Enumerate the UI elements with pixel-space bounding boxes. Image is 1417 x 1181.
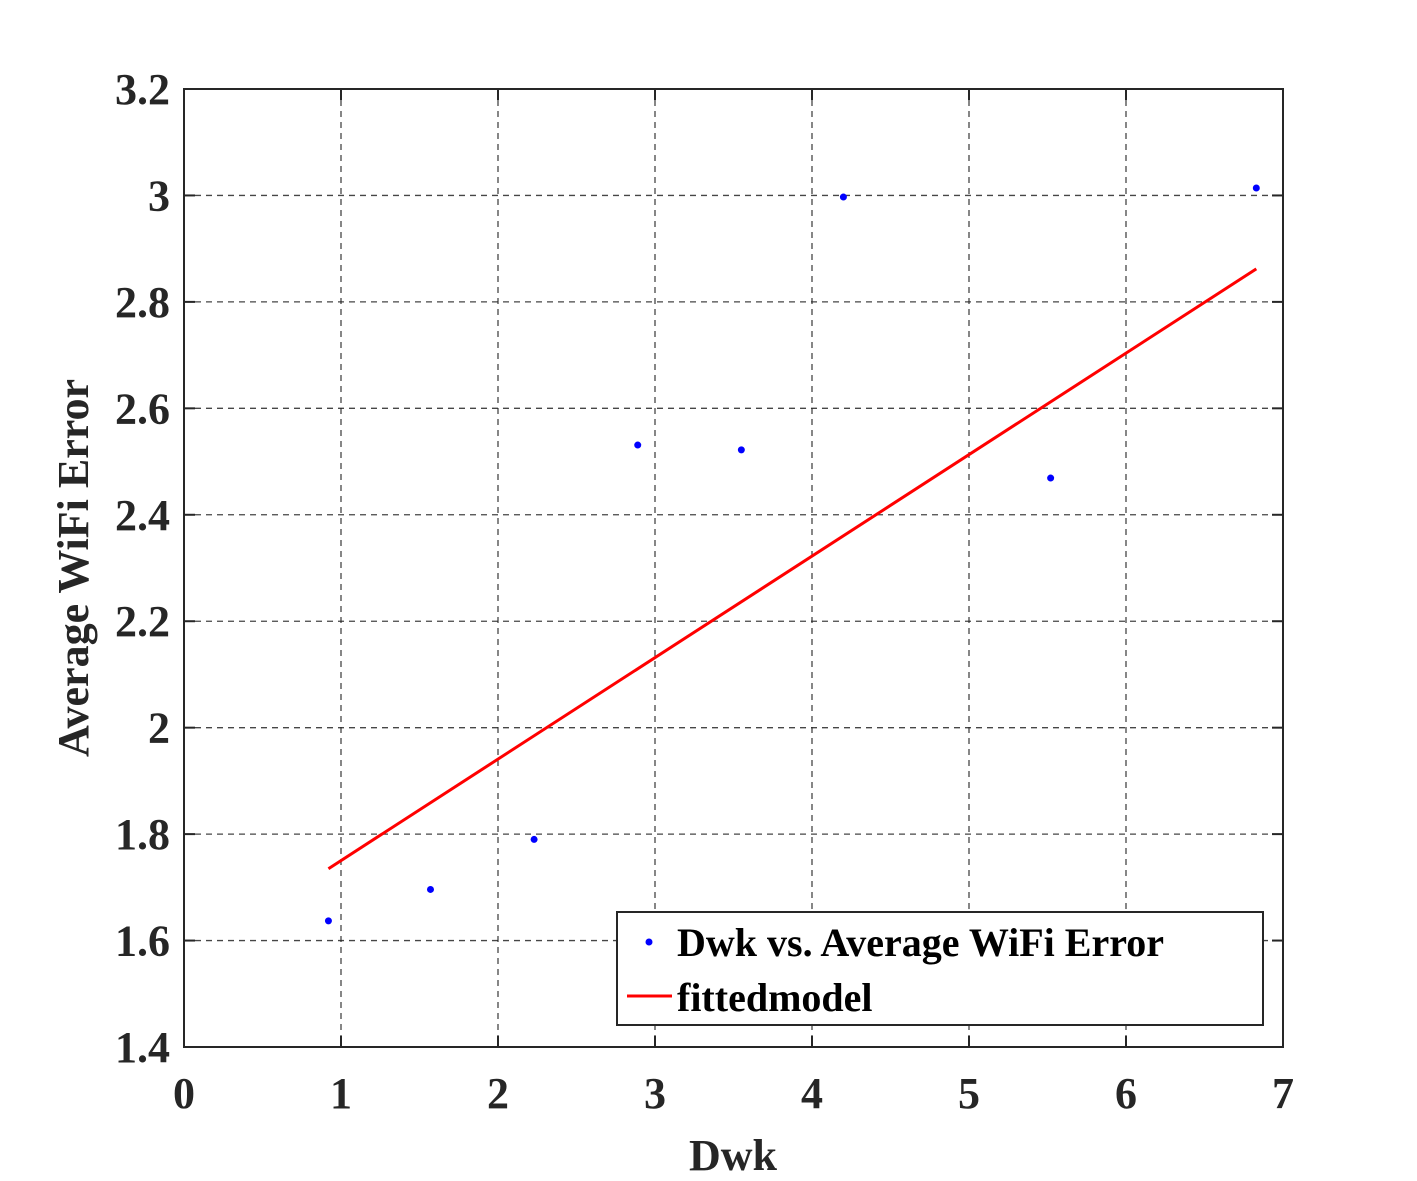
data-point xyxy=(1047,474,1055,482)
x-tick-label: 1 xyxy=(330,1069,352,1118)
data-point xyxy=(737,446,745,454)
x-axis-title: Dwk xyxy=(689,1131,778,1180)
y-tick-label: 3 xyxy=(148,171,170,220)
y-tick-label: 2 xyxy=(148,704,170,753)
legend-label-scatter: Dwk vs. Average WiFi Error xyxy=(677,920,1164,965)
y-tick-label: 2.8 xyxy=(115,278,170,327)
y-tick-label: 1.4 xyxy=(115,1023,170,1072)
legend-label-line: fittedmodel xyxy=(677,975,873,1020)
x-tick-label: 4 xyxy=(801,1069,823,1118)
y-tick-label: 1.8 xyxy=(115,810,170,859)
data-point xyxy=(634,441,642,449)
y-tick-label: 3.2 xyxy=(115,65,170,114)
grid xyxy=(184,89,1283,1047)
tick-marks xyxy=(183,88,1284,1048)
fitted-model-line xyxy=(327,267,1258,870)
plot-area xyxy=(183,88,1284,1048)
y-tick-label: 2.4 xyxy=(115,491,170,540)
legend-box xyxy=(616,911,1264,1026)
y-tick-label: 2.6 xyxy=(115,384,170,433)
fitted-model-series xyxy=(327,267,1258,870)
x-tick-label: 2 xyxy=(487,1069,509,1118)
x-tick-label: 7 xyxy=(1272,1069,1294,1118)
y-axis-title: Average WiFi Error xyxy=(49,379,98,757)
legend-marker-scatter xyxy=(645,938,653,946)
x-tick-label: 6 xyxy=(1115,1069,1137,1118)
x-tick-label: 5 xyxy=(958,1069,980,1118)
legend: Dwk vs. Average WiFi Error fittedmodel xyxy=(616,911,1264,1026)
data-point xyxy=(530,835,538,843)
x-tick-labels: 0 1 2 3 4 5 6 7 xyxy=(173,1069,1294,1118)
data-point xyxy=(839,193,847,201)
y-tick-label: 1.6 xyxy=(115,917,170,966)
x-tick-label: 3 xyxy=(644,1069,666,1118)
scatter-series xyxy=(324,184,1260,925)
y-tick-labels: 1.4 1.6 1.8 2 2.2 2.4 2.6 2.8 3 3.2 xyxy=(115,65,170,1072)
x-tick-label: 0 xyxy=(173,1069,195,1118)
data-point xyxy=(1252,184,1260,192)
data-point xyxy=(426,885,434,893)
y-tick-label: 2.2 xyxy=(115,597,170,646)
data-point xyxy=(324,917,332,925)
